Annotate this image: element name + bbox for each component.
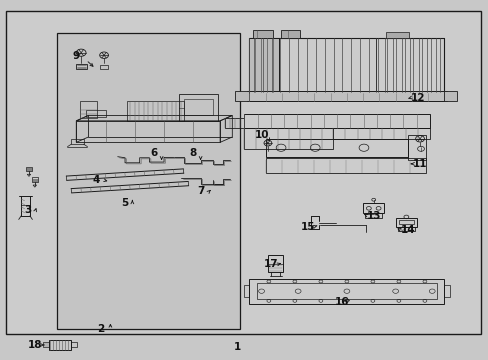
Text: 5: 5 xyxy=(121,198,128,208)
Text: 18: 18 xyxy=(27,340,42,350)
Bar xyxy=(364,213,382,218)
Text: 17: 17 xyxy=(264,259,278,269)
Bar xyxy=(268,255,283,272)
Bar xyxy=(256,283,436,300)
Bar xyxy=(385,32,408,39)
Bar xyxy=(375,39,444,92)
Bar xyxy=(49,340,71,350)
Text: 15: 15 xyxy=(300,222,314,231)
Bar xyxy=(26,167,32,171)
Bar xyxy=(249,279,444,304)
Bar xyxy=(395,218,416,226)
Text: 6: 6 xyxy=(150,148,158,158)
Bar xyxy=(126,101,184,121)
Bar xyxy=(32,177,38,182)
Bar xyxy=(86,110,105,117)
Text: 8: 8 xyxy=(189,148,197,158)
Bar xyxy=(266,158,426,173)
Text: 12: 12 xyxy=(409,93,424,103)
Bar xyxy=(246,91,446,101)
Bar xyxy=(234,91,249,101)
Bar xyxy=(244,114,429,128)
Bar xyxy=(71,342,77,347)
Bar xyxy=(398,220,413,224)
Bar xyxy=(244,128,333,149)
Bar xyxy=(100,64,108,69)
Bar xyxy=(80,101,97,118)
Text: 7: 7 xyxy=(197,186,204,196)
Bar xyxy=(43,342,49,347)
Text: 1: 1 xyxy=(233,342,240,352)
Bar xyxy=(178,94,217,121)
Bar xyxy=(266,139,407,157)
Bar xyxy=(183,99,212,116)
Text: 4: 4 xyxy=(92,175,99,185)
Bar xyxy=(280,31,300,39)
Bar xyxy=(333,128,429,139)
Bar xyxy=(362,203,384,213)
Text: 14: 14 xyxy=(400,225,414,235)
Bar xyxy=(397,226,414,231)
Bar xyxy=(249,39,444,92)
Text: 16: 16 xyxy=(334,297,348,307)
Text: 11: 11 xyxy=(412,159,427,169)
Bar xyxy=(71,139,83,144)
Bar xyxy=(444,91,456,101)
Text: 10: 10 xyxy=(254,130,268,140)
Bar xyxy=(249,39,278,92)
Text: 9: 9 xyxy=(73,51,80,61)
Bar xyxy=(407,135,426,160)
Bar xyxy=(243,285,249,297)
Text: 13: 13 xyxy=(366,211,380,221)
Bar xyxy=(57,33,239,329)
Bar xyxy=(444,285,449,297)
Text: 3: 3 xyxy=(24,206,31,216)
Text: 2: 2 xyxy=(97,324,104,334)
Bar xyxy=(76,64,87,69)
Bar xyxy=(253,31,272,39)
Bar xyxy=(224,118,244,128)
